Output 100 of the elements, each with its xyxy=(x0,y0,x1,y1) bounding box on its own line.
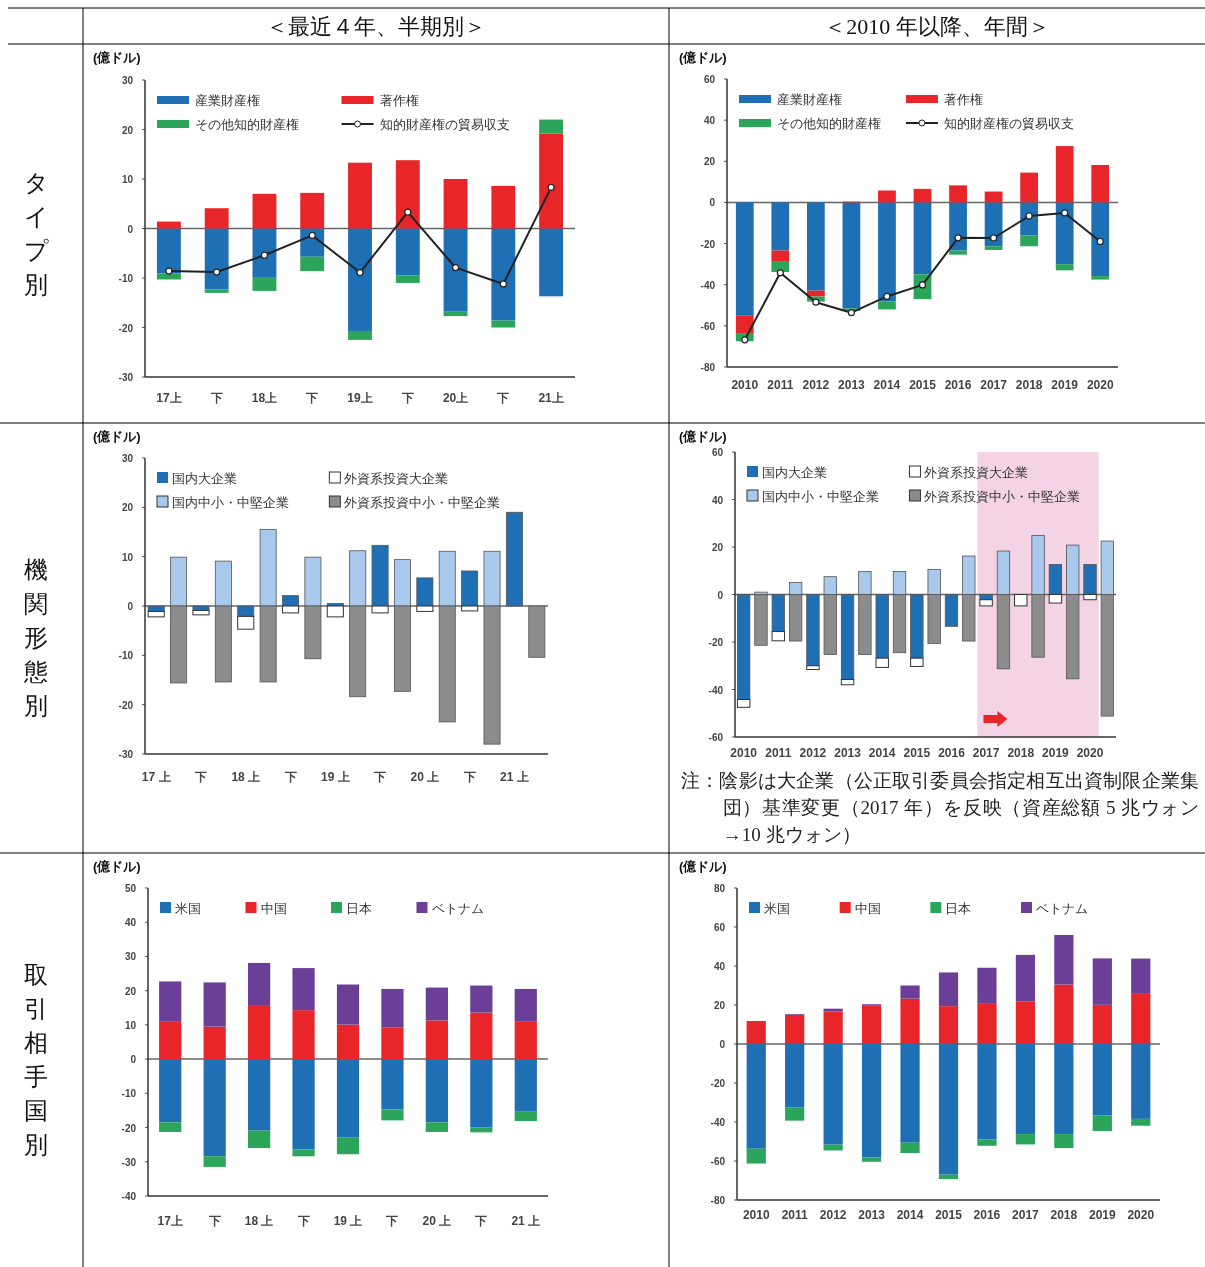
y-tick-label: -60 xyxy=(708,732,724,743)
y-tick-label: -40 xyxy=(121,1191,137,1202)
x-tick-label: 20 上 xyxy=(422,1214,452,1228)
legend-label: 国内大企業 xyxy=(172,471,237,486)
y-tick-label: 30 xyxy=(121,453,134,464)
x-tick-label: 2020 xyxy=(1076,746,1104,760)
y-tick-label: 0 xyxy=(719,1039,726,1050)
y-tick-label: -20 xyxy=(710,1078,726,1089)
y-axis-title: (億ドル) xyxy=(93,859,141,874)
x-tick-label: 2020 xyxy=(1127,1208,1155,1222)
y-tick-label: 10 xyxy=(121,174,134,185)
x-tick-label: 17上 xyxy=(156,391,182,405)
x-tick-label: 2020 xyxy=(1086,378,1114,392)
y-tick-label: 40 xyxy=(703,115,716,127)
legend-label: 産業財産権 xyxy=(777,92,842,107)
y-tick-label: 0 xyxy=(709,197,716,209)
x-tick-label: 2013 xyxy=(838,378,866,392)
legend-label: 米国 xyxy=(764,901,790,916)
y-tick-label: -10 xyxy=(121,1088,137,1100)
x-tick-label: 19 上 xyxy=(333,1214,363,1228)
legend-label: ベトナム xyxy=(1036,901,1089,916)
x-tick-label: 2016 xyxy=(944,378,972,392)
legend-label: その他知的財産権 xyxy=(195,117,299,132)
x-tick-label: 2012 xyxy=(799,746,827,760)
x-tick-label: 下 xyxy=(496,391,510,405)
y-axis-title: (億ドル) xyxy=(93,429,141,444)
y-tick-label: 60 xyxy=(703,74,716,85)
x-tick-label: 下 xyxy=(296,1214,310,1228)
chart-title: ＜最近４年、半期別＞ xyxy=(266,14,486,39)
legend-label: 産業財産権 xyxy=(195,93,260,108)
x-tick-label: 2013 xyxy=(858,1208,886,1222)
x-tick-label: 20 上 xyxy=(410,770,440,784)
legend-label: 国内中小・中堅企業 xyxy=(762,489,879,504)
text: 機関形態別 xyxy=(23,557,48,719)
x-tick-label: 19上 xyxy=(347,391,373,405)
x-tick-label: 2018 xyxy=(1015,378,1043,392)
x-tick-label: 2019 xyxy=(1042,746,1070,760)
x-tick-label: 下 xyxy=(462,770,476,784)
legend-label: 中国 xyxy=(854,901,881,916)
y-tick-label: 20 xyxy=(121,124,134,136)
y-tick-label: 60 xyxy=(711,447,724,458)
legend-label: その他知的財産権 xyxy=(777,116,881,131)
x-tick-label: 2017 xyxy=(972,746,1000,760)
x-tick-label: 18 上 xyxy=(231,770,261,784)
x-tick-label: 21 上 xyxy=(511,1214,541,1228)
legend-label: 著作権 xyxy=(943,92,983,107)
x-tick-label: 2012 xyxy=(802,378,830,392)
y-tick-label: -20 xyxy=(708,637,724,648)
x-tick-label: 17 上 xyxy=(141,770,171,784)
x-tick-label: 2013 xyxy=(834,746,862,760)
y-axis-title: (億ドル) xyxy=(93,50,141,65)
x-tick-label: 2018 xyxy=(1050,1208,1078,1222)
x-tick-label: 2018 xyxy=(1007,746,1035,760)
x-tick-label: 18上 xyxy=(251,391,278,405)
text: 注：陰影は大企業（公正取引委員会指定相互出資制限企業集団）基準変更（2017 年）を反映（資産総額 5 兆ウォン→10 兆ウォン） xyxy=(681,769,1199,847)
legend-label: 日本 xyxy=(346,901,372,916)
x-tick-label: 下 xyxy=(207,1214,221,1228)
x-tick-label: 21 上 xyxy=(500,770,529,784)
x-tick-label: 2010 xyxy=(731,378,759,392)
y-tick-label: -40 xyxy=(700,279,716,291)
y-tick-label: 20 xyxy=(711,542,724,553)
y-tick-label: -40 xyxy=(708,684,724,696)
x-tick-label: 下 xyxy=(385,1214,399,1228)
y-axis-title: (億ドル) xyxy=(679,429,727,444)
y-tick-label: -60 xyxy=(710,1156,726,1167)
x-tick-label: 2011 xyxy=(781,1208,809,1222)
y-tick-label: -60 xyxy=(700,320,716,332)
y-tick-label: -80 xyxy=(700,362,716,373)
y-tick-label: 80 xyxy=(713,883,726,894)
y-tick-label: 30 xyxy=(121,75,134,86)
x-tick-label: 2015 xyxy=(903,746,931,760)
x-tick-label: 2010 xyxy=(742,1208,770,1222)
x-tick-label: 18 上 xyxy=(244,1214,274,1228)
x-tick-label: 下 xyxy=(193,770,207,784)
x-tick-label: 2019 xyxy=(1088,1208,1116,1222)
y-tick-label: -30 xyxy=(121,1156,137,1168)
legend-label: 外資系投資大企業 xyxy=(344,471,449,486)
x-tick-label: 2014 xyxy=(896,1208,924,1222)
legend-label: 米国 xyxy=(175,901,201,916)
x-tick-label: 2010 xyxy=(730,746,758,760)
y-tick-label: -10 xyxy=(118,650,134,662)
y-tick-label: 40 xyxy=(711,494,724,506)
y-tick-label: -10 xyxy=(118,273,134,284)
chart-title: ＜2010 年以降、年間＞ xyxy=(824,14,1050,39)
text: 取引相手国別 xyxy=(24,962,48,1158)
y-tick-label: -20 xyxy=(121,1122,137,1134)
y-tick-label: -80 xyxy=(710,1195,726,1206)
y-tick-label: 10 xyxy=(121,551,134,563)
y-tick-label: 50 xyxy=(124,883,137,894)
legend-label: 著作権 xyxy=(379,93,419,108)
x-tick-label: 下 xyxy=(209,391,223,405)
y-tick-label: 30 xyxy=(124,951,137,963)
legend-label: ベトナム xyxy=(431,901,484,916)
y-tick-label: -20 xyxy=(118,322,134,334)
x-tick-label: 2014 xyxy=(868,746,896,760)
y-tick-label: 0 xyxy=(127,601,134,612)
x-tick-label: 2015 xyxy=(935,1208,963,1222)
x-tick-label: 下 xyxy=(373,770,387,784)
x-tick-label: 2014 xyxy=(873,378,901,392)
legend-label: 知的財産権の貿易収支 xyxy=(379,117,510,132)
